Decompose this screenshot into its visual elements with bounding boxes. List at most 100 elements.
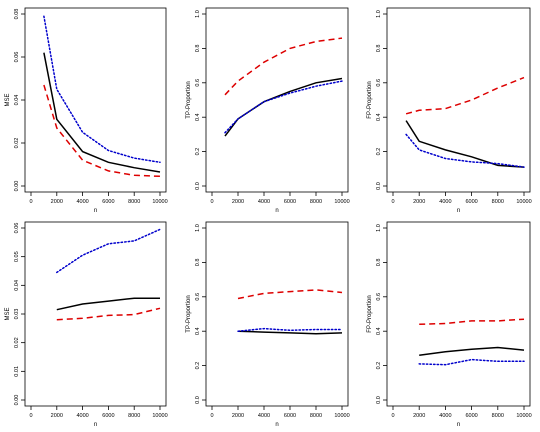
- x-tick-label: 2000: [232, 199, 244, 205]
- panel-5: 0 2000 4000 6000 8000 10000 0.0 0.2 0.4 0.6 0.8 1.0…: [186, 221, 350, 428]
- x-tick-label: 6000: [284, 413, 296, 419]
- x-tick-label: 4000: [258, 199, 270, 205]
- series-line-dotted: [224, 80, 343, 134]
- plot-frame: [386, 7, 531, 193]
- panel-3: 0 2000 4000 6000 8000 10000 0.0 0.2 0.4 0.6 0.8 1.0…: [367, 7, 532, 214]
- y-tick-label: 0.00: [14, 395, 20, 406]
- y-tick-label: 0.03: [14, 309, 20, 320]
- y-tick-label: 1.0: [376, 224, 382, 232]
- x-tick-label: 0: [29, 413, 32, 419]
- x-tick-label: 4000: [76, 413, 88, 419]
- x-tick-label: 10000: [334, 413, 349, 419]
- series-line-dashed: [405, 76, 525, 115]
- x-axis-label: n: [275, 208, 278, 214]
- y-tick-label: 0.02: [14, 337, 20, 348]
- panel-1: 0 2000 4000 6000 8000 10000 0.00 0.02 0.04 0.06 0.…: [5, 7, 168, 214]
- y-axis-label: MSE: [5, 93, 11, 106]
- x-tick-label: 10000: [152, 199, 167, 205]
- x-tick-label: 4000: [439, 413, 451, 419]
- series-line-solid: [43, 52, 161, 173]
- y-tick-label: 0.06: [14, 223, 20, 234]
- y-axis-label: FP-Proportion: [367, 295, 373, 332]
- x-tick-label: 2000: [51, 413, 63, 419]
- x-tick-label: 10000: [516, 199, 531, 205]
- y-axis-label: TP-Proportion: [186, 81, 192, 118]
- y-tick-label: 0.2: [195, 148, 201, 156]
- x-tick-label: 2000: [413, 413, 425, 419]
- y-tick-label: 0.6: [376, 79, 382, 87]
- y-tick-label: 0.0: [376, 396, 382, 404]
- y-tick-label: 0.0: [195, 396, 201, 404]
- x-tick-label: 2000: [51, 199, 63, 205]
- series-line-dotted: [43, 15, 161, 164]
- x-tick-label: 6000: [465, 413, 477, 419]
- x-tick-label: 6000: [284, 199, 296, 205]
- x-tick-label: 0: [391, 413, 394, 419]
- series-line-solid: [237, 330, 343, 335]
- series-line-dashed: [56, 307, 161, 321]
- series-line-solid: [224, 77, 343, 137]
- series-line-dotted: [418, 358, 525, 366]
- y-axis-label: MSE: [5, 307, 11, 320]
- series-line-solid: [419, 346, 525, 357]
- y-tick-label: 1.0: [376, 10, 382, 18]
- x-tick-label: 8000: [492, 199, 504, 205]
- x-tick-label: 0: [210, 199, 213, 205]
- y-tick-label: 0.4: [376, 327, 382, 335]
- x-axis-label: n: [94, 208, 97, 214]
- series-line-dashed: [419, 318, 525, 326]
- y-tick-label: 0.2: [195, 362, 201, 370]
- panel-4: 0 2000 4000 6000 8000 10000 0.00 0.01 0.02 0.03 0.…: [5, 221, 168, 428]
- x-tick-label: 10000: [334, 199, 349, 205]
- y-tick-label: 0.4: [195, 327, 201, 335]
- y-tick-label: 0.04: [14, 280, 20, 291]
- series-line-dashed: [237, 289, 343, 300]
- x-tick-label: 8000: [492, 413, 504, 419]
- x-tick-label: 2000: [413, 199, 425, 205]
- x-tick-label: 0: [391, 199, 394, 205]
- y-tick-label: 0.04: [14, 95, 20, 106]
- y-tick-label: 0.6: [376, 293, 382, 301]
- plot-frame: [386, 221, 531, 407]
- y-tick-label: 0.00: [14, 181, 20, 192]
- x-tick-label: 0: [29, 199, 32, 205]
- y-tick-label: 0.8: [376, 259, 382, 267]
- series-line-dotted: [56, 228, 161, 274]
- y-tick-label: 0.6: [195, 293, 201, 301]
- x-tick-label: 0: [210, 413, 213, 419]
- y-tick-label: 1.0: [195, 10, 201, 18]
- plot-frame: [205, 221, 349, 407]
- y-tick-label: 0.4: [195, 113, 201, 121]
- series-line-dashed: [224, 37, 343, 96]
- x-tick-label: 4000: [439, 199, 451, 205]
- x-axis-label: n: [457, 422, 460, 428]
- x-tick-label: 8000: [310, 199, 322, 205]
- y-tick-label: 0.8: [195, 259, 201, 267]
- x-tick-label: 4000: [76, 199, 88, 205]
- x-tick-label: 10000: [516, 413, 531, 419]
- y-tick-label: 0.01: [14, 366, 20, 377]
- x-axis-label: n: [275, 422, 278, 428]
- y-axis-label: FP-Proportion: [367, 81, 373, 118]
- y-tick-label: 0.8: [376, 45, 382, 53]
- y-tick-label: 0.6: [195, 79, 201, 87]
- series-line-solid: [56, 297, 160, 311]
- y-tick-label: 0.0: [195, 182, 201, 190]
- x-axis-label: n: [457, 208, 460, 214]
- plot-frame: [24, 7, 167, 193]
- y-tick-label: 0.0: [376, 182, 382, 190]
- panel-6: 0 2000 4000 6000 8000 10000 0.0 0.2 0.4 0.6 0.8 1.0…: [367, 221, 532, 428]
- y-tick-label: 0.2: [376, 148, 382, 156]
- y-tick-label: 0.02: [14, 138, 20, 149]
- plot-frame: [205, 7, 349, 193]
- x-tick-label: 8000: [128, 199, 140, 205]
- x-tick-label: 6000: [465, 199, 477, 205]
- series-line-dotted: [237, 327, 343, 332]
- x-tick-label: 6000: [102, 413, 114, 419]
- x-tick-label: 6000: [102, 199, 114, 205]
- series-line-solid: [405, 120, 525, 168]
- y-tick-label: 1.0: [195, 224, 201, 232]
- series-line-dashed: [43, 84, 161, 178]
- x-tick-label: 2000: [232, 413, 244, 419]
